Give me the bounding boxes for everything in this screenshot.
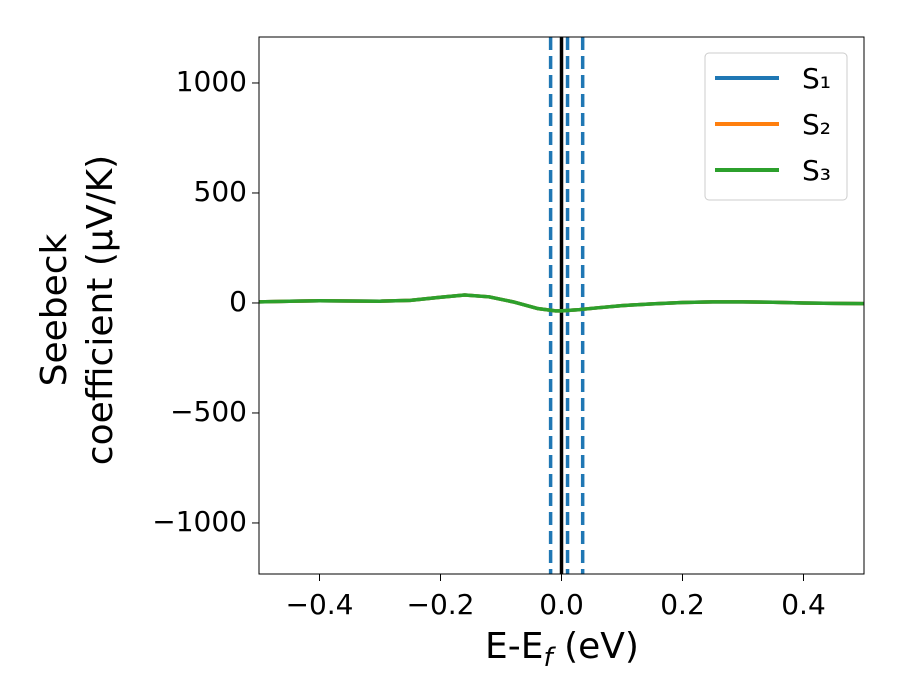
x-tick-label: −0.2 — [407, 588, 475, 621]
y-axis-label: coefficient (μV/K) — [80, 155, 121, 465]
y-tick-label: −500 — [170, 395, 247, 428]
x-label-part: (eV) — [553, 626, 639, 667]
legend: S₁ S₂ S₃ — [704, 52, 848, 201]
x-label-part: E-E — [485, 626, 543, 667]
legend-label: S₃ — [802, 154, 831, 187]
plot-frame — [258, 36, 865, 575]
y-tick-label: 0 — [229, 285, 247, 318]
legend-box — [704, 52, 848, 201]
y-tick-label: 500 — [194, 175, 247, 208]
x-tick-label: −0.4 — [286, 588, 354, 621]
series-line — [259, 293, 864, 313]
plot-area — [259, 37, 864, 574]
legend-label: S₂ — [802, 108, 831, 141]
x-tick-label: 0.0 — [539, 588, 584, 621]
y-tick-label: −1000 — [152, 505, 247, 538]
y-tick-label: 1000 — [176, 65, 247, 98]
x-tick-label: 0.4 — [781, 588, 826, 621]
x-axis-label: E-Ef (eV) — [485, 626, 639, 673]
legend-label: S₁ — [802, 62, 831, 95]
y-axis-label: Seebeck — [34, 233, 75, 386]
x-tick-label: 0.2 — [660, 588, 705, 621]
